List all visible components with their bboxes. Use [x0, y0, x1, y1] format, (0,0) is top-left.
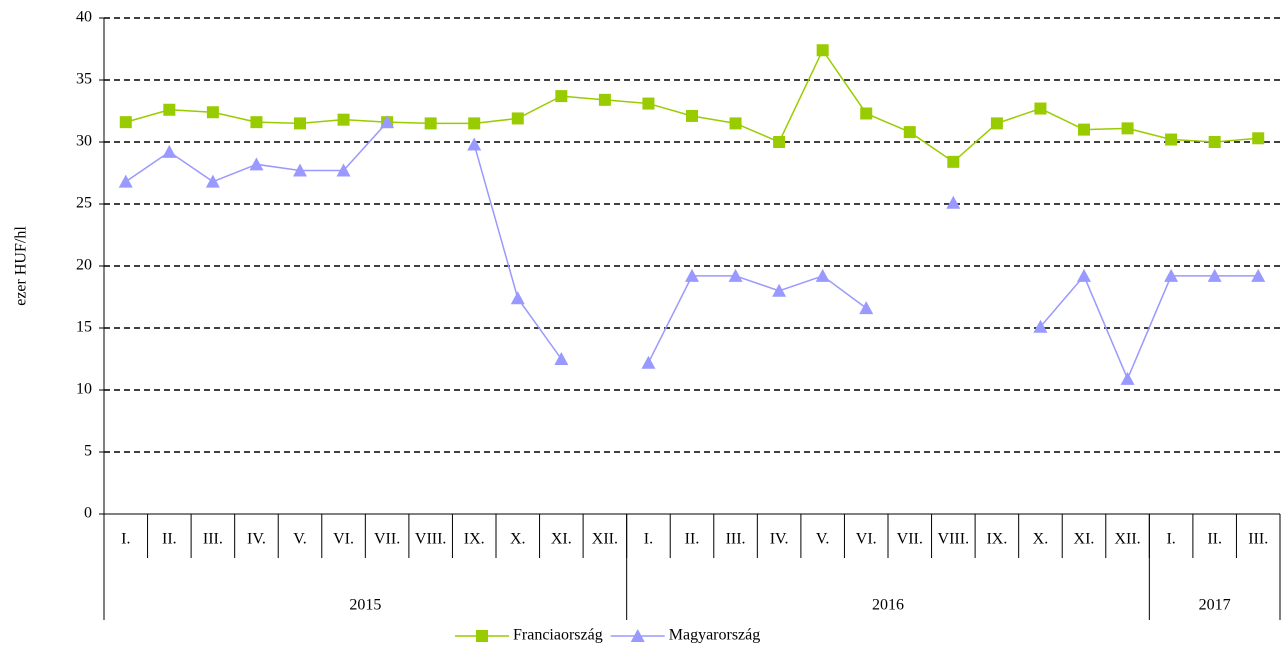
data-point [511, 112, 524, 125]
data-point [772, 283, 787, 297]
data-point [510, 291, 525, 305]
data-point [294, 117, 306, 130]
x-tick-label: III. [203, 531, 223, 548]
data-point [641, 355, 656, 369]
data-point [990, 117, 1003, 130]
y-tick-label: 15 [76, 319, 92, 336]
x-tick-label: X. [1033, 531, 1049, 548]
x-tick-label: VI. [333, 531, 354, 548]
x-tick-label: III. [726, 531, 746, 548]
data-point [424, 117, 437, 130]
data-point [1033, 319, 1048, 333]
x-group-label: 2017 [1199, 597, 1231, 614]
x-tick-label: I. [644, 531, 653, 548]
data-point [1164, 268, 1179, 282]
y-tick-label: 20 [76, 257, 92, 274]
y-tick-label: 0 [84, 505, 92, 522]
data-point [860, 107, 873, 120]
series-line [647, 275, 867, 364]
x-tick-label: IV. [247, 531, 266, 548]
series-line [473, 144, 562, 360]
data-point [642, 97, 655, 110]
data-point [859, 301, 874, 315]
series-line [1039, 274, 1259, 381]
x-tick-label: X. [510, 531, 526, 548]
data-point [1208, 136, 1221, 148]
legend-marker [476, 630, 488, 642]
x-tick-label: II. [162, 531, 177, 548]
y-tick-label: 35 [76, 71, 92, 88]
legend-label: Magyarország [669, 627, 761, 644]
data-point [1251, 268, 1266, 282]
y-tick-label: 40 [76, 9, 92, 26]
data-point [815, 268, 830, 282]
y-axis-label: ezer HUF/hl [13, 226, 30, 306]
x-tick-label: I. [121, 531, 130, 548]
data-point [686, 109, 698, 122]
data-point [946, 195, 961, 209]
x-tick-label: VII. [897, 531, 923, 548]
data-point [467, 137, 482, 151]
x-group-label: 2016 [872, 597, 904, 614]
data-point [1207, 268, 1222, 282]
data-point [293, 163, 307, 177]
data-point [947, 155, 960, 168]
x-tick-label: IV. [770, 531, 789, 548]
y-tick-label: 5 [84, 443, 92, 460]
data-point [1120, 371, 1135, 385]
x-tick-label: IX. [464, 531, 485, 548]
data-point [1078, 123, 1090, 136]
x-tick-label: I. [1166, 531, 1175, 548]
x-tick-label: XI. [551, 531, 572, 548]
x-tick-label: VI. [856, 531, 877, 548]
x-tick-label: XII. [1114, 531, 1140, 548]
data-point [1121, 122, 1134, 135]
data-point [468, 117, 481, 130]
x-tick-label: IX. [986, 531, 1007, 548]
data-point [903, 126, 916, 139]
data-point [206, 106, 219, 119]
x-tick-label: V. [293, 531, 307, 548]
data-point [162, 144, 177, 158]
data-point [685, 268, 699, 282]
data-point [728, 268, 743, 282]
x-group-label: 2015 [349, 597, 381, 614]
data-point [729, 117, 742, 130]
data-point [249, 157, 264, 171]
data-point [118, 174, 133, 188]
data-point [336, 163, 351, 177]
data-point [1034, 102, 1047, 115]
x-tick-label: XI. [1074, 531, 1095, 548]
series-line [125, 48, 1259, 163]
x-tick-label: III. [1248, 531, 1268, 548]
x-tick-label: V. [816, 531, 830, 548]
y-tick-label: 30 [76, 133, 92, 150]
data-point [773, 136, 786, 148]
data-point [380, 115, 395, 129]
data-point [1077, 268, 1091, 282]
x-tick-label: II. [1207, 531, 1222, 548]
legend-label: Franciaország [513, 627, 603, 644]
x-tick-label: VIII. [415, 531, 447, 548]
data-point [119, 116, 132, 129]
x-tick-label: XII. [592, 531, 618, 548]
x-tick-label: II. [685, 531, 700, 548]
data-point [163, 103, 176, 116]
data-point [554, 352, 569, 365]
y-tick-label: 10 [76, 381, 92, 398]
data-point [555, 90, 568, 103]
legend-marker [630, 629, 645, 642]
data-point [816, 44, 829, 57]
data-point [337, 113, 350, 126]
x-tick-label: VIII. [938, 531, 970, 548]
data-point [1165, 133, 1178, 146]
y-tick-label: 25 [76, 195, 92, 212]
data-point [250, 116, 263, 129]
x-tick-label: VII. [374, 531, 400, 548]
data-point [205, 174, 220, 188]
data-point [1252, 132, 1265, 145]
data-point [598, 93, 611, 106]
